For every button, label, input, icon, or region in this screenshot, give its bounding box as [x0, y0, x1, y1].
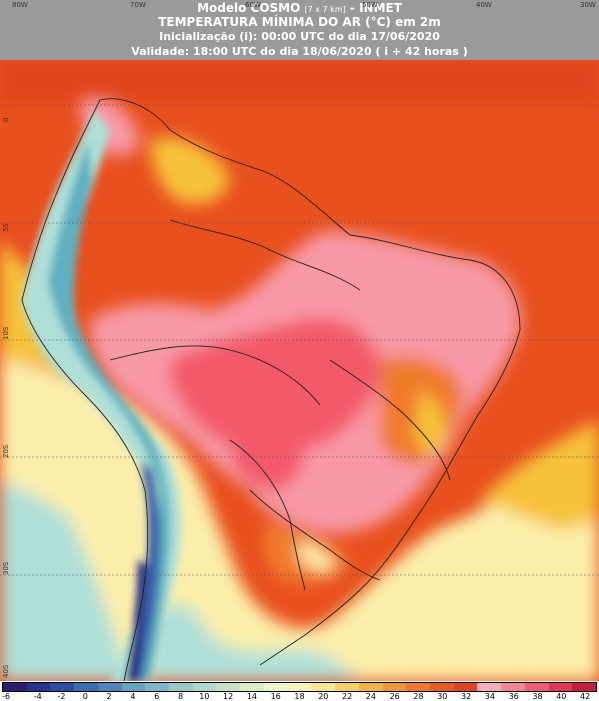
legend-tick-label: 32	[461, 692, 472, 701]
legend-tick-label: 8	[177, 692, 184, 701]
model-title: Modelo COSMO [7 x 7 km] - INMET	[0, 1, 599, 15]
lon-label-70w: 70W	[130, 1, 146, 9]
pacific-coastline	[21, 99, 149, 681]
legend-tick-label: 10	[199, 692, 210, 701]
legend-swatch	[572, 683, 596, 691]
lat-label-5s: 5S	[2, 223, 10, 232]
legend-tick-label: 22	[342, 692, 353, 701]
validity-time: Validade: 18:00 UTC do dia 18/06/2020 ( …	[131, 45, 468, 58]
lat-label-40s: 40S	[2, 664, 10, 678]
legend-tick-label: 24	[365, 692, 376, 701]
model-name: Modelo COSMO	[197, 1, 301, 15]
legend-swatch	[26, 683, 51, 691]
legend-tick-label: 2	[106, 692, 112, 701]
legend-tick-label: 38	[532, 692, 543, 701]
lon-label-40w: 40W	[476, 1, 492, 9]
legend-swatch	[240, 683, 264, 691]
color-scale-legend: -6 -4 -2 0 2 4 6 8 10 12 14 16 18 20 22 24 26 28 30 32 34 36 3…	[0, 681, 599, 701]
legend-tick-label: -6	[2, 692, 10, 701]
lat-label-0: 0	[2, 117, 10, 122]
model-resolution: [7 x 7 km]	[304, 5, 346, 14]
variable-title: TEMPERATURA MÍNIMA DO AR (°C) em 2m	[158, 15, 441, 29]
legend-swatch	[335, 683, 359, 691]
legend-tick-label: 18	[294, 692, 305, 701]
map-header: Modelo COSMO [7 x 7 km] - INMET TEMPERAT…	[0, 0, 599, 60]
legend-swatch	[216, 683, 241, 691]
legend-tick-label: -2	[57, 692, 66, 701]
legend-tick-label: 4	[130, 692, 136, 701]
legend-swatch	[548, 683, 573, 691]
legend-tick-label: 14	[246, 692, 257, 701]
legend-swatch	[287, 683, 312, 691]
legend-swatch	[169, 683, 193, 691]
legend-tick-label: 36	[508, 692, 519, 701]
legend-swatch	[453, 683, 478, 691]
legend-tick-label: 26	[389, 692, 400, 701]
legend-swatch	[97, 683, 122, 691]
color-scale-bar	[2, 682, 597, 692]
color-scale-labels: -6 -4 -2 0 2 4 6 8 10 12 14 16 18 20 22 24 26 28 30 32 34 36 3…	[0, 692, 599, 701]
legend-tick-label: 40	[556, 692, 567, 701]
legend-tick-label: 42	[580, 692, 591, 701]
continent-temperature-field	[80, 97, 521, 584]
legend-swatch	[263, 683, 288, 691]
legend-tick-label: 12	[223, 692, 234, 701]
lon-label-30w: 30W	[580, 1, 596, 9]
lon-label-80w: 80W	[12, 1, 28, 9]
lon-label-60w: 60W	[245, 1, 261, 9]
legend-swatch	[429, 683, 454, 691]
coastline-borders	[21, 98, 521, 681]
atlantic-coastline	[99, 98, 521, 666]
legend-tick-label: -4	[33, 692, 42, 701]
legend-tick-label: 6	[154, 692, 160, 701]
border-paraguay	[229, 439, 306, 591]
legend-swatch	[358, 683, 383, 691]
legend-swatch	[3, 683, 27, 691]
legend-tick-label: 0	[82, 692, 88, 701]
border-states	[329, 359, 451, 481]
legend-swatch	[121, 683, 146, 691]
temperature-map	[0, 60, 599, 681]
legend-tick-label: 20	[318, 692, 329, 701]
initialization-time: Inicialização (i): 00:00 UTC do dia 17/0…	[159, 30, 440, 43]
legend-swatch	[382, 683, 407, 691]
legend-tick-label: 30	[437, 692, 448, 701]
legend-tick-label: 28	[413, 692, 424, 701]
legend-swatch	[477, 683, 502, 691]
legend-swatch	[406, 683, 430, 691]
lon-label-50w: 50W	[362, 1, 378, 9]
legend-swatch	[50, 683, 75, 691]
lat-label-10s: 10S	[2, 326, 10, 340]
model-source: - INMET	[349, 1, 402, 15]
legend-swatch	[524, 683, 549, 691]
legend-swatch	[501, 683, 525, 691]
legend-swatch	[192, 683, 217, 691]
legend-swatch	[145, 683, 170, 691]
legend-tick-label: 16	[270, 692, 281, 701]
border-amazon-north	[169, 219, 361, 291]
lat-label-20s: 20S	[2, 444, 10, 458]
legend-swatch	[74, 683, 98, 691]
lat-label-30s: 30S	[2, 561, 10, 575]
border-south	[249, 489, 381, 581]
legend-swatch	[311, 683, 336, 691]
border-bolivia	[109, 345, 321, 406]
legend-tick-label: 34	[484, 692, 495, 701]
